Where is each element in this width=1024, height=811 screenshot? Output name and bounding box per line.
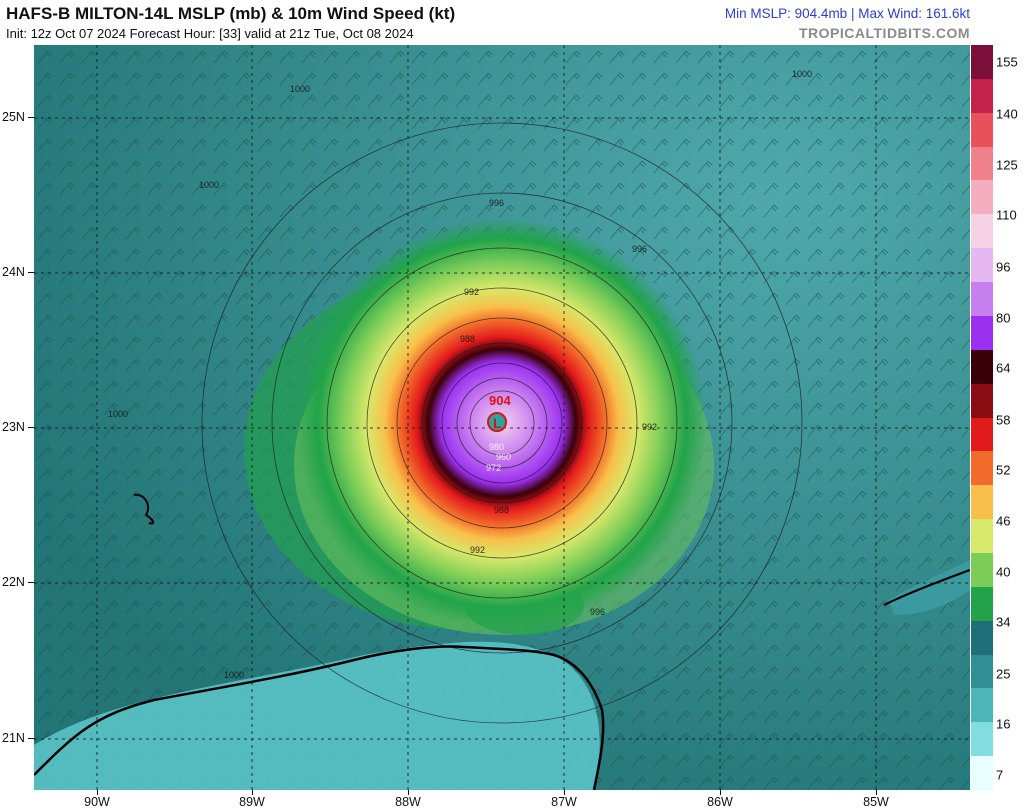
colorbar-label: 52 <box>996 462 1011 478</box>
wind-speed-map: L 904 1000 1000 1000 1000 996 996 996 99… <box>34 45 970 790</box>
svg-text:992: 992 <box>470 545 485 555</box>
colorbar-label: 34 <box>996 614 1011 630</box>
colorbar-label: 80 <box>996 310 1011 326</box>
lat-tick <box>28 427 34 428</box>
svg-text:1000: 1000 <box>290 84 310 94</box>
svg-text:996: 996 <box>590 607 605 617</box>
yucatan-landmass <box>34 641 600 790</box>
colorbar-label: 16 <box>996 716 1011 732</box>
colorbar-label: 155 <box>996 54 1018 70</box>
colorbar-label: 96 <box>996 259 1011 275</box>
map-subtitle: Init: 12z Oct 07 2024 Forecast Hour: [33… <box>6 26 414 41</box>
colorbar-segment <box>971 315 993 351</box>
grid-lines <box>34 45 970 790</box>
colorbar-segment <box>971 282 993 317</box>
lon-tick <box>564 790 565 795</box>
colorbar-segment <box>971 45 993 80</box>
lat-label-22n: 22N <box>2 575 25 589</box>
colorbar-label: 58 <box>996 412 1011 428</box>
colorbar-segment <box>971 519 993 554</box>
lat-label-24n: 24N <box>2 265 25 279</box>
colorbar-segment <box>971 620 993 656</box>
colorbar-segment <box>971 214 993 250</box>
yucatan-coastline <box>34 645 605 790</box>
isobars <box>201 122 803 724</box>
header: HAFS-B MILTON-14L MSLP (mb) & 10m Wind S… <box>0 0 1024 45</box>
svg-text:1000: 1000 <box>224 670 244 680</box>
lat-label-25n: 25N <box>2 110 25 124</box>
svg-text:996: 996 <box>632 244 647 254</box>
lon-tick <box>876 790 877 795</box>
colorbar-segment <box>971 722 993 758</box>
svg-text:972: 972 <box>486 463 501 473</box>
colorbar-segment <box>971 756 993 791</box>
colorbar-label: 25 <box>996 666 1011 682</box>
storm-eye <box>487 412 507 432</box>
colorbar-label: 40 <box>996 564 1011 580</box>
svg-text:988: 988 <box>494 505 509 515</box>
svg-text:1000: 1000 <box>792 69 812 79</box>
svg-text:988: 988 <box>460 334 475 344</box>
colorbar-segment <box>971 112 993 148</box>
lon-tick <box>97 790 98 795</box>
svg-text:1000: 1000 <box>199 180 219 190</box>
cuba-coastline <box>883 569 970 606</box>
colorbar-label: 140 <box>996 106 1018 122</box>
colorbar-segment <box>971 586 993 622</box>
lon-label-88w: 88W <box>395 795 421 809</box>
colorbar-segment <box>971 552 993 588</box>
wind-speed-colorbar <box>971 45 993 791</box>
colorbar-segment <box>971 688 993 724</box>
lat-tick <box>28 272 34 273</box>
lat-tick <box>28 117 34 118</box>
colorbar-segment <box>971 383 993 419</box>
lon-label-85w: 85W <box>863 795 889 809</box>
lon-label-86w: 86W <box>707 795 733 809</box>
colorbar-segment <box>971 146 993 182</box>
lon-label-89w: 89W <box>239 795 265 809</box>
colorbar-segment <box>971 349 993 385</box>
lat-tick <box>28 582 34 583</box>
colorbar-segment <box>971 180 993 216</box>
storm-stats: Min MSLP: 904.4mb | Max Wind: 161.6kt <box>724 6 970 21</box>
svg-text:960: 960 <box>496 452 511 462</box>
colorbar-label: 64 <box>996 360 1011 376</box>
svg-text:980: 980 <box>489 442 504 452</box>
colorbar-label: 125 <box>996 157 1018 173</box>
reef-outline <box>133 493 155 525</box>
svg-text:1000: 1000 <box>108 409 128 419</box>
svg-text:992: 992 <box>642 422 657 432</box>
colorbar-label: 110 <box>996 207 1017 223</box>
colorbar-segment <box>971 417 993 453</box>
brand-logo: TROPICALTIDBITS.COM <box>798 25 970 41</box>
cuba-landmass <box>889 560 970 615</box>
lat-tick <box>28 738 34 739</box>
center-pressure-label: 904 <box>489 393 511 408</box>
map-canvas: L 904 1000 1000 1000 1000 996 996 996 99… <box>34 45 970 790</box>
svg-text:996: 996 <box>489 198 504 208</box>
lon-tick <box>720 790 721 795</box>
colorbar-segment <box>971 248 993 284</box>
svg-text:992: 992 <box>464 287 479 297</box>
isobar-labels: 1000 1000 1000 1000 996 996 996 992 992 … <box>108 69 812 680</box>
colorbar-label: 46 <box>996 513 1011 529</box>
lon-tick <box>408 790 409 795</box>
low-symbol: L <box>493 415 502 431</box>
colorbar-label: 7 <box>996 767 1004 783</box>
colorbar-segment <box>971 78 993 114</box>
lat-label-21n: 21N <box>2 731 25 745</box>
lon-label-90w: 90W <box>84 795 110 809</box>
lon-label-87w: 87W <box>551 795 577 809</box>
colorbar-segment <box>971 654 993 690</box>
colorbar-segment <box>971 485 993 521</box>
map-title: HAFS-B MILTON-14L MSLP (mb) & 10m Wind S… <box>6 4 456 23</box>
lon-tick <box>252 790 253 795</box>
lat-label-23n: 23N <box>2 420 25 434</box>
colorbar-segment <box>971 451 993 487</box>
